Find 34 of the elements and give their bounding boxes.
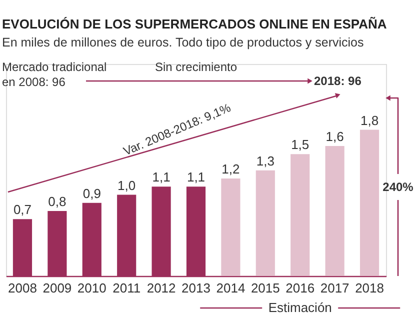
annotation: 240% <box>382 180 414 194</box>
data-label: 0,7 <box>13 202 32 218</box>
x-tick-label: 2017 <box>320 280 350 296</box>
text: 2018: 96 <box>314 74 362 88</box>
data-label: 1,1 <box>186 170 206 185</box>
data-label: 1,5 <box>291 137 310 152</box>
x-tick-label: 2010 <box>77 280 106 296</box>
bar <box>360 130 380 276</box>
x-tick-label: 2013 <box>182 280 210 296</box>
bar <box>290 154 310 276</box>
x-tick-label: 2009 <box>42 280 72 296</box>
x-tick-label: 2015 <box>250 280 280 296</box>
x-tick-label: 2016 <box>286 280 315 296</box>
data-label: 1,3 <box>256 153 274 168</box>
data-label: 1,0 <box>118 178 136 193</box>
data-label: 0,9 <box>82 186 101 201</box>
data-label: 1,2 <box>222 162 240 177</box>
bar <box>221 178 240 276</box>
x-tick-label: 2014 <box>216 280 246 296</box>
x-tick-label: 2008 <box>8 280 37 296</box>
data-label: 0,8 <box>48 194 66 210</box>
data-label: 1,6 <box>326 129 344 144</box>
text: Estimación <box>268 300 332 315</box>
text: Sin crecimiento <box>154 60 238 74</box>
x-tick-label: 2011 <box>112 280 141 296</box>
x-tick-label: 2012 <box>146 280 176 296</box>
bar <box>256 170 275 276</box>
text: Mercado tradicional en 2008: 96 <box>2 60 107 89</box>
chart-subtitle: En miles de millones de euros. Todo tipo de productos y servicios <box>2 36 364 50</box>
data-label: 1,8 <box>360 112 379 128</box>
x-tick-label: 2018 <box>355 280 384 296</box>
chart-title: EVOLUCIÓN DE LOS SUPERMERCADOS ONLINE EN ESPAÑA <box>2 16 388 32</box>
data-label: 1,1 <box>152 170 170 185</box>
bar <box>325 146 344 276</box>
